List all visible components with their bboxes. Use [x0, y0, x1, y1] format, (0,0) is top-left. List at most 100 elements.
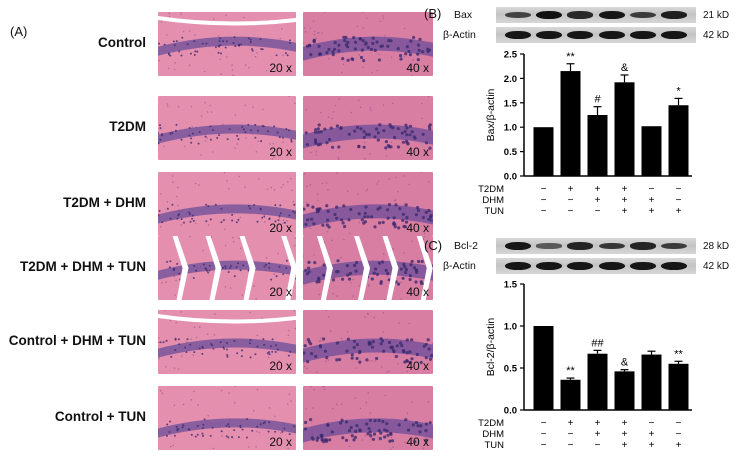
- micrograph-tile: 20 x: [158, 96, 296, 160]
- condition-label: DHM: [482, 429, 504, 440]
- tissue-texture: [303, 236, 433, 300]
- blot-band: [661, 242, 688, 250]
- blot-band: [536, 30, 562, 40]
- blot-band: [661, 30, 688, 40]
- group-label: T2DM + DHM: [63, 195, 146, 210]
- bar: [668, 105, 689, 176]
- condition-sign: −: [568, 440, 574, 451]
- condition-sign: +: [595, 195, 601, 206]
- bar: [533, 326, 554, 410]
- y-tick-label: 0.0: [504, 406, 517, 417]
- condition-sign: −: [595, 440, 601, 451]
- blot-band: [567, 11, 594, 19]
- blot-band: [504, 261, 531, 271]
- condition-sign: −: [568, 195, 574, 206]
- bar: [560, 379, 581, 410]
- y-tick-label: 1.5: [504, 280, 518, 291]
- blot-protein-label: Bax: [454, 9, 473, 21]
- bar: [641, 354, 662, 410]
- blot-band: [536, 261, 562, 271]
- blot-band: [630, 261, 656, 271]
- group-label: T2DM + DHM + TUN: [19, 259, 146, 274]
- tissue-texture: [303, 172, 433, 235]
- condition-sign: −: [676, 418, 682, 429]
- tissue-texture: [158, 12, 296, 76]
- magnification-label: 20 x: [269, 221, 292, 235]
- blot-band: [598, 30, 625, 40]
- bar: [641, 126, 662, 176]
- blot-band: [661, 10, 688, 20]
- significance-mark: **: [566, 51, 575, 63]
- condition-sign: +: [649, 429, 655, 440]
- condition-sign: +: [622, 195, 628, 206]
- blot-band: [630, 11, 656, 19]
- condition-sign: −: [568, 206, 574, 217]
- condition-sign: −: [541, 440, 547, 451]
- blot-strip: [496, 27, 696, 43]
- bar: [533, 127, 554, 176]
- group-label: Control: [98, 35, 146, 50]
- significance-mark: **: [566, 365, 575, 377]
- y-tick-label: 2.5: [504, 50, 518, 61]
- magnification-label: 20 x: [269, 435, 292, 449]
- condition-sign: +: [595, 429, 601, 440]
- micrograph-tile: 40 x: [303, 12, 433, 76]
- blot-kd-label: 42 kD: [703, 261, 730, 272]
- condition-sign: −: [541, 184, 547, 195]
- tissue-texture: [158, 386, 296, 450]
- micrograph-tile: 40 x: [303, 236, 433, 300]
- condition-label: DHM: [482, 195, 504, 206]
- tissue-texture: [303, 310, 433, 373]
- micrograph-tile: 40 x: [303, 386, 433, 450]
- blot-band: [598, 242, 625, 250]
- tissue-texture: [158, 172, 296, 231]
- blot-kd-label: 28 kD: [703, 241, 730, 252]
- bar: [587, 115, 608, 176]
- magnification-label: 40 x: [406, 435, 429, 449]
- micrograph-tile: 20 x: [158, 236, 296, 300]
- micrograph-tile: 20 x: [158, 310, 296, 374]
- condition-sign: +: [622, 184, 628, 195]
- condition-sign: +: [595, 184, 601, 195]
- y-tick-label: 0.5: [504, 364, 518, 375]
- condition-sign: +: [568, 418, 574, 429]
- blot-band: [504, 11, 531, 19]
- blot-band: [630, 242, 656, 250]
- blot-band: [567, 242, 594, 250]
- bar: [614, 371, 635, 410]
- condition-sign: +: [622, 429, 628, 440]
- blot-band: [504, 241, 531, 251]
- y-tick-label: 2.0: [504, 74, 517, 85]
- blot-band: [598, 261, 625, 271]
- condition-sign: +: [622, 206, 628, 217]
- tissue-texture: [158, 310, 296, 370]
- micrograph-tile: 20 x: [158, 12, 296, 76]
- blot-strip: [496, 238, 696, 254]
- y-tick-label: 1.0: [504, 322, 517, 333]
- magnification-label: 20 x: [269, 61, 292, 75]
- micrograph-tile: 40 x: [303, 310, 433, 374]
- group-label: Control + DHM + TUN: [8, 333, 146, 348]
- tissue-texture: [303, 12, 433, 76]
- blot-band: [567, 30, 594, 40]
- condition-label: T2DM: [478, 184, 504, 195]
- blot-band: [661, 261, 688, 271]
- blot-protein-label: Bcl-2: [454, 240, 478, 252]
- blot-strip: [496, 258, 696, 274]
- blot-band: [536, 10, 562, 20]
- condition-label: T2DM: [478, 418, 504, 429]
- condition-sign: −: [649, 418, 655, 429]
- magnification-label: 20 x: [269, 145, 292, 159]
- condition-sign: −: [595, 206, 601, 217]
- significance-mark: *: [676, 85, 681, 97]
- magnification-label: 20 x: [269, 359, 292, 373]
- significance-mark: **: [674, 348, 683, 360]
- magnification-label: 40 x: [406, 61, 429, 75]
- significance-mark: #: [594, 94, 601, 106]
- significance-mark: &: [621, 357, 629, 369]
- y-axis-label: Bax/β-actin: [485, 88, 497, 141]
- tissue-texture: [158, 236, 296, 300]
- y-tick-label: 1.5: [504, 98, 518, 109]
